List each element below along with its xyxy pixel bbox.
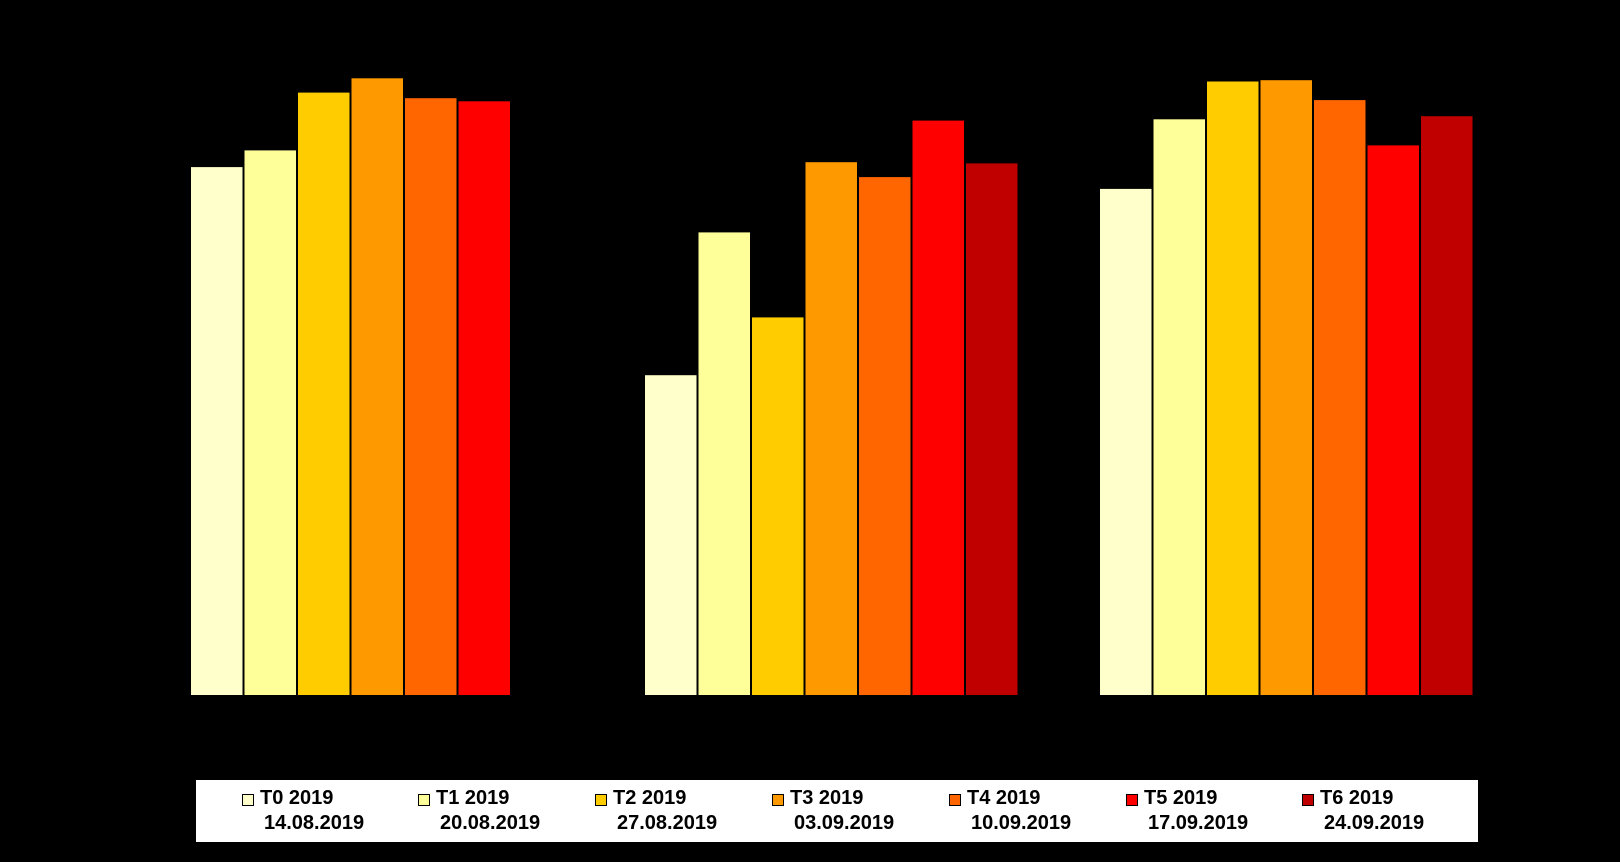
legend-label: T1 2019 — [436, 787, 510, 809]
legend-label: T3 2019 — [790, 787, 864, 809]
bar-group2-series6 — [1421, 116, 1473, 695]
bar-group1-series2 — [752, 317, 804, 695]
legend-date: 17.09.2019 — [1148, 812, 1249, 834]
legend-swatch — [949, 794, 961, 806]
legend-label: T0 2019 — [260, 787, 334, 809]
legend-item-1: T1 2019 20.08.2019 — [418, 786, 588, 838]
legend-label: T2 2019 — [613, 787, 687, 809]
legend-item-3: T3 2019 03.09.2019 — [772, 786, 942, 838]
bar-group0-series0 — [191, 167, 243, 696]
bar-group1-series6 — [966, 163, 1018, 695]
bar-group0-series1 — [244, 150, 296, 695]
legend-date: 27.08.2019 — [617, 812, 718, 834]
bar-group0-series3 — [351, 78, 403, 696]
bar-group0-series5 — [458, 101, 510, 696]
legend-item-0: T0 2019 14.08.2019 — [242, 786, 412, 838]
legend-label: T4 2019 — [967, 787, 1041, 809]
legend-date: 24.09.2019 — [1324, 812, 1425, 834]
bar-group1-series4 — [859, 177, 911, 696]
bar-group2-series1 — [1153, 119, 1205, 696]
bar-group2-series3 — [1260, 80, 1312, 695]
bar-group0-series2 — [298, 92, 350, 696]
bar-group1-series5 — [912, 120, 964, 696]
legend-date: 03.09.2019 — [794, 812, 895, 834]
bar-group2-series4 — [1314, 100, 1366, 696]
bar-group0-series4 — [405, 98, 457, 695]
bar-group1-series0 — [645, 375, 697, 695]
bar-group2-series2 — [1207, 81, 1259, 695]
legend-swatch — [242, 794, 254, 806]
bar-group2-series5 — [1367, 145, 1419, 695]
legend-swatch — [1302, 794, 1314, 806]
legend-swatch — [772, 794, 784, 806]
legend-swatch — [1126, 794, 1138, 806]
bars-group — [191, 78, 1473, 696]
legend-label: T5 2019 — [1144, 787, 1218, 809]
legend-swatch — [418, 794, 430, 806]
legend-date: 20.08.2019 — [440, 812, 541, 834]
bar-group1-series3 — [805, 162, 857, 695]
legend-item-2: T2 2019 27.08.2019 — [595, 786, 765, 838]
bar-group1-series1 — [698, 232, 750, 695]
legend-label: T6 2019 — [1320, 787, 1394, 809]
legend-item-4: T4 2019 10.09.2019 — [949, 786, 1119, 838]
legend-date: 10.09.2019 — [971, 812, 1072, 834]
legend-item-5: T5 2019 17.09.2019 — [1126, 786, 1296, 838]
legend-date: 14.08.2019 — [264, 812, 365, 834]
legend-swatch — [595, 794, 607, 806]
bar-group2-series0 — [1100, 188, 1152, 695]
legend: T0 2019 14.08.2019 T1 2019 20.08.2019 T2 201… — [196, 780, 1478, 842]
legend-item-6: T6 2019 24.09.2019 — [1302, 786, 1472, 838]
